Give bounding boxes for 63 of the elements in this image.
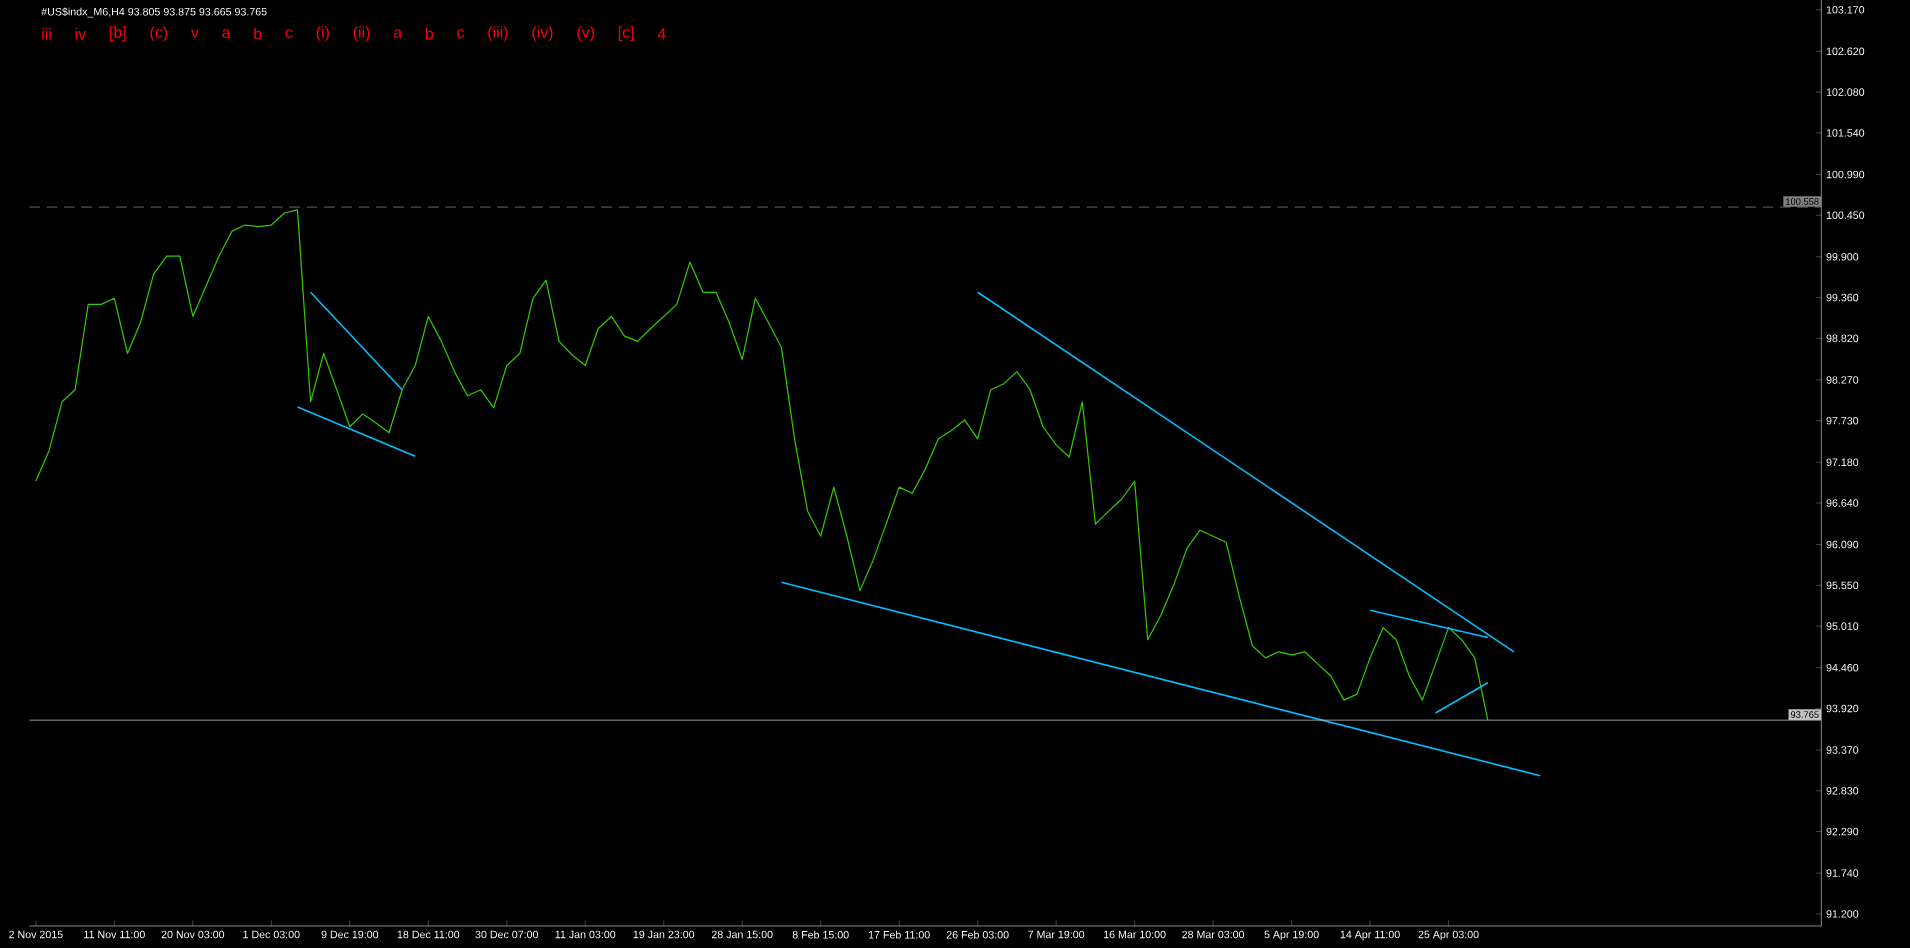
x-tick-label: 17 Feb 11:00 (868, 930, 930, 939)
x-tick-label: 16 Mar 10:00 (1104, 930, 1166, 939)
x-tick-label: 28 Jan 15:00 (711, 930, 773, 939)
annotation: b (254, 27, 262, 40)
annotation: a (393, 29, 403, 39)
y-tick-label: 96.640 (1826, 499, 1859, 507)
y-tick-label: 91.740 (1826, 869, 1859, 877)
annotation: iii (42, 27, 51, 40)
annotation: c (457, 29, 465, 39)
annotation: (iii) (488, 26, 508, 42)
annotation: iv (75, 27, 87, 40)
ref-line-label: 100.558 (1786, 198, 1819, 205)
annotation: (v) (577, 26, 594, 42)
y-tick-label: 100.990 (1826, 170, 1865, 179)
x-tick-label: 7 Mar 19:00 (1028, 930, 1085, 939)
annotation: [c] (618, 26, 634, 42)
annotation: v (190, 29, 199, 38)
y-tick-label: 99.900 (1826, 253, 1859, 261)
y-tick-label: 102.620 (1826, 47, 1865, 56)
x-tick-label: 19 Jan 23:00 (633, 930, 695, 939)
x-tick-label: 25 Apr 03:00 (1418, 930, 1479, 941)
x-tick-label: 11 Jan 03:00 (555, 930, 616, 939)
y-tick-label: 97.180 (1826, 458, 1859, 466)
x-tick-label: 2 Nov 2015 (9, 930, 63, 939)
y-tick-label: 92.290 (1826, 827, 1859, 836)
y-tick-label: 94.460 (1826, 663, 1859, 672)
x-tick-label: 14 Apr 11:00 (1340, 930, 1400, 941)
y-tick-label: 93.920 (1826, 704, 1859, 713)
annotation: (iv) (532, 26, 553, 42)
annotation: (i) (316, 26, 329, 42)
y-tick-label: 95.010 (1826, 622, 1859, 630)
y-tick-label: 102.080 (1826, 88, 1865, 96)
text: #US$indx_M6,H4 93.805 93.875 93.665 93.765 (41, 7, 267, 18)
annotation: 4 (657, 28, 666, 40)
y-tick-label: 96.090 (1826, 540, 1859, 549)
y-tick-label: 101.540 (1826, 129, 1865, 137)
annotation: (ii) (353, 26, 370, 42)
y-tick-label: 97.730 (1826, 416, 1859, 425)
y-tick-label: 99.360 (1826, 293, 1859, 302)
x-tick-label: 30 Dec 07:00 (475, 930, 539, 939)
y-tick-label: 92.830 (1826, 787, 1859, 795)
y-tick-label: 103.170 (1826, 6, 1865, 14)
y-tick-label: 98.820 (1826, 334, 1859, 343)
ref-line-label: 93.765 (1790, 711, 1819, 718)
x-tick-label: 1 Dec 03:00 (243, 930, 300, 939)
y-tick-label: 95.550 (1826, 581, 1859, 590)
annotation: c (285, 29, 293, 39)
annotation: b (425, 27, 434, 40)
x-tick-label: 9 Dec 19:00 (321, 930, 379, 939)
annotation: (c) (150, 26, 168, 42)
x-tick-label: 28 Mar 03:00 (1182, 930, 1245, 939)
y-tick-label: 98.270 (1826, 376, 1859, 384)
x-tick-label: 26 Feb 03:00 (946, 930, 1009, 939)
x-tick-label: 20 Nov 03:00 (161, 930, 225, 939)
x-tick-label: 8 Feb 15:00 (792, 930, 849, 939)
y-tick-label: 100.450 (1826, 211, 1865, 220)
x-tick-label: 11 Nov 11:00 (84, 930, 145, 939)
x-tick-label: 5 Apr 19:00 (1264, 930, 1319, 941)
annotation: a (222, 29, 231, 39)
y-tick-label: 93.370 (1826, 746, 1859, 754)
annotation: [b] (110, 26, 126, 42)
x-tick-label: 18 Dec 11:00 (397, 930, 460, 939)
y-tick-label: 91.200 (1826, 910, 1859, 918)
